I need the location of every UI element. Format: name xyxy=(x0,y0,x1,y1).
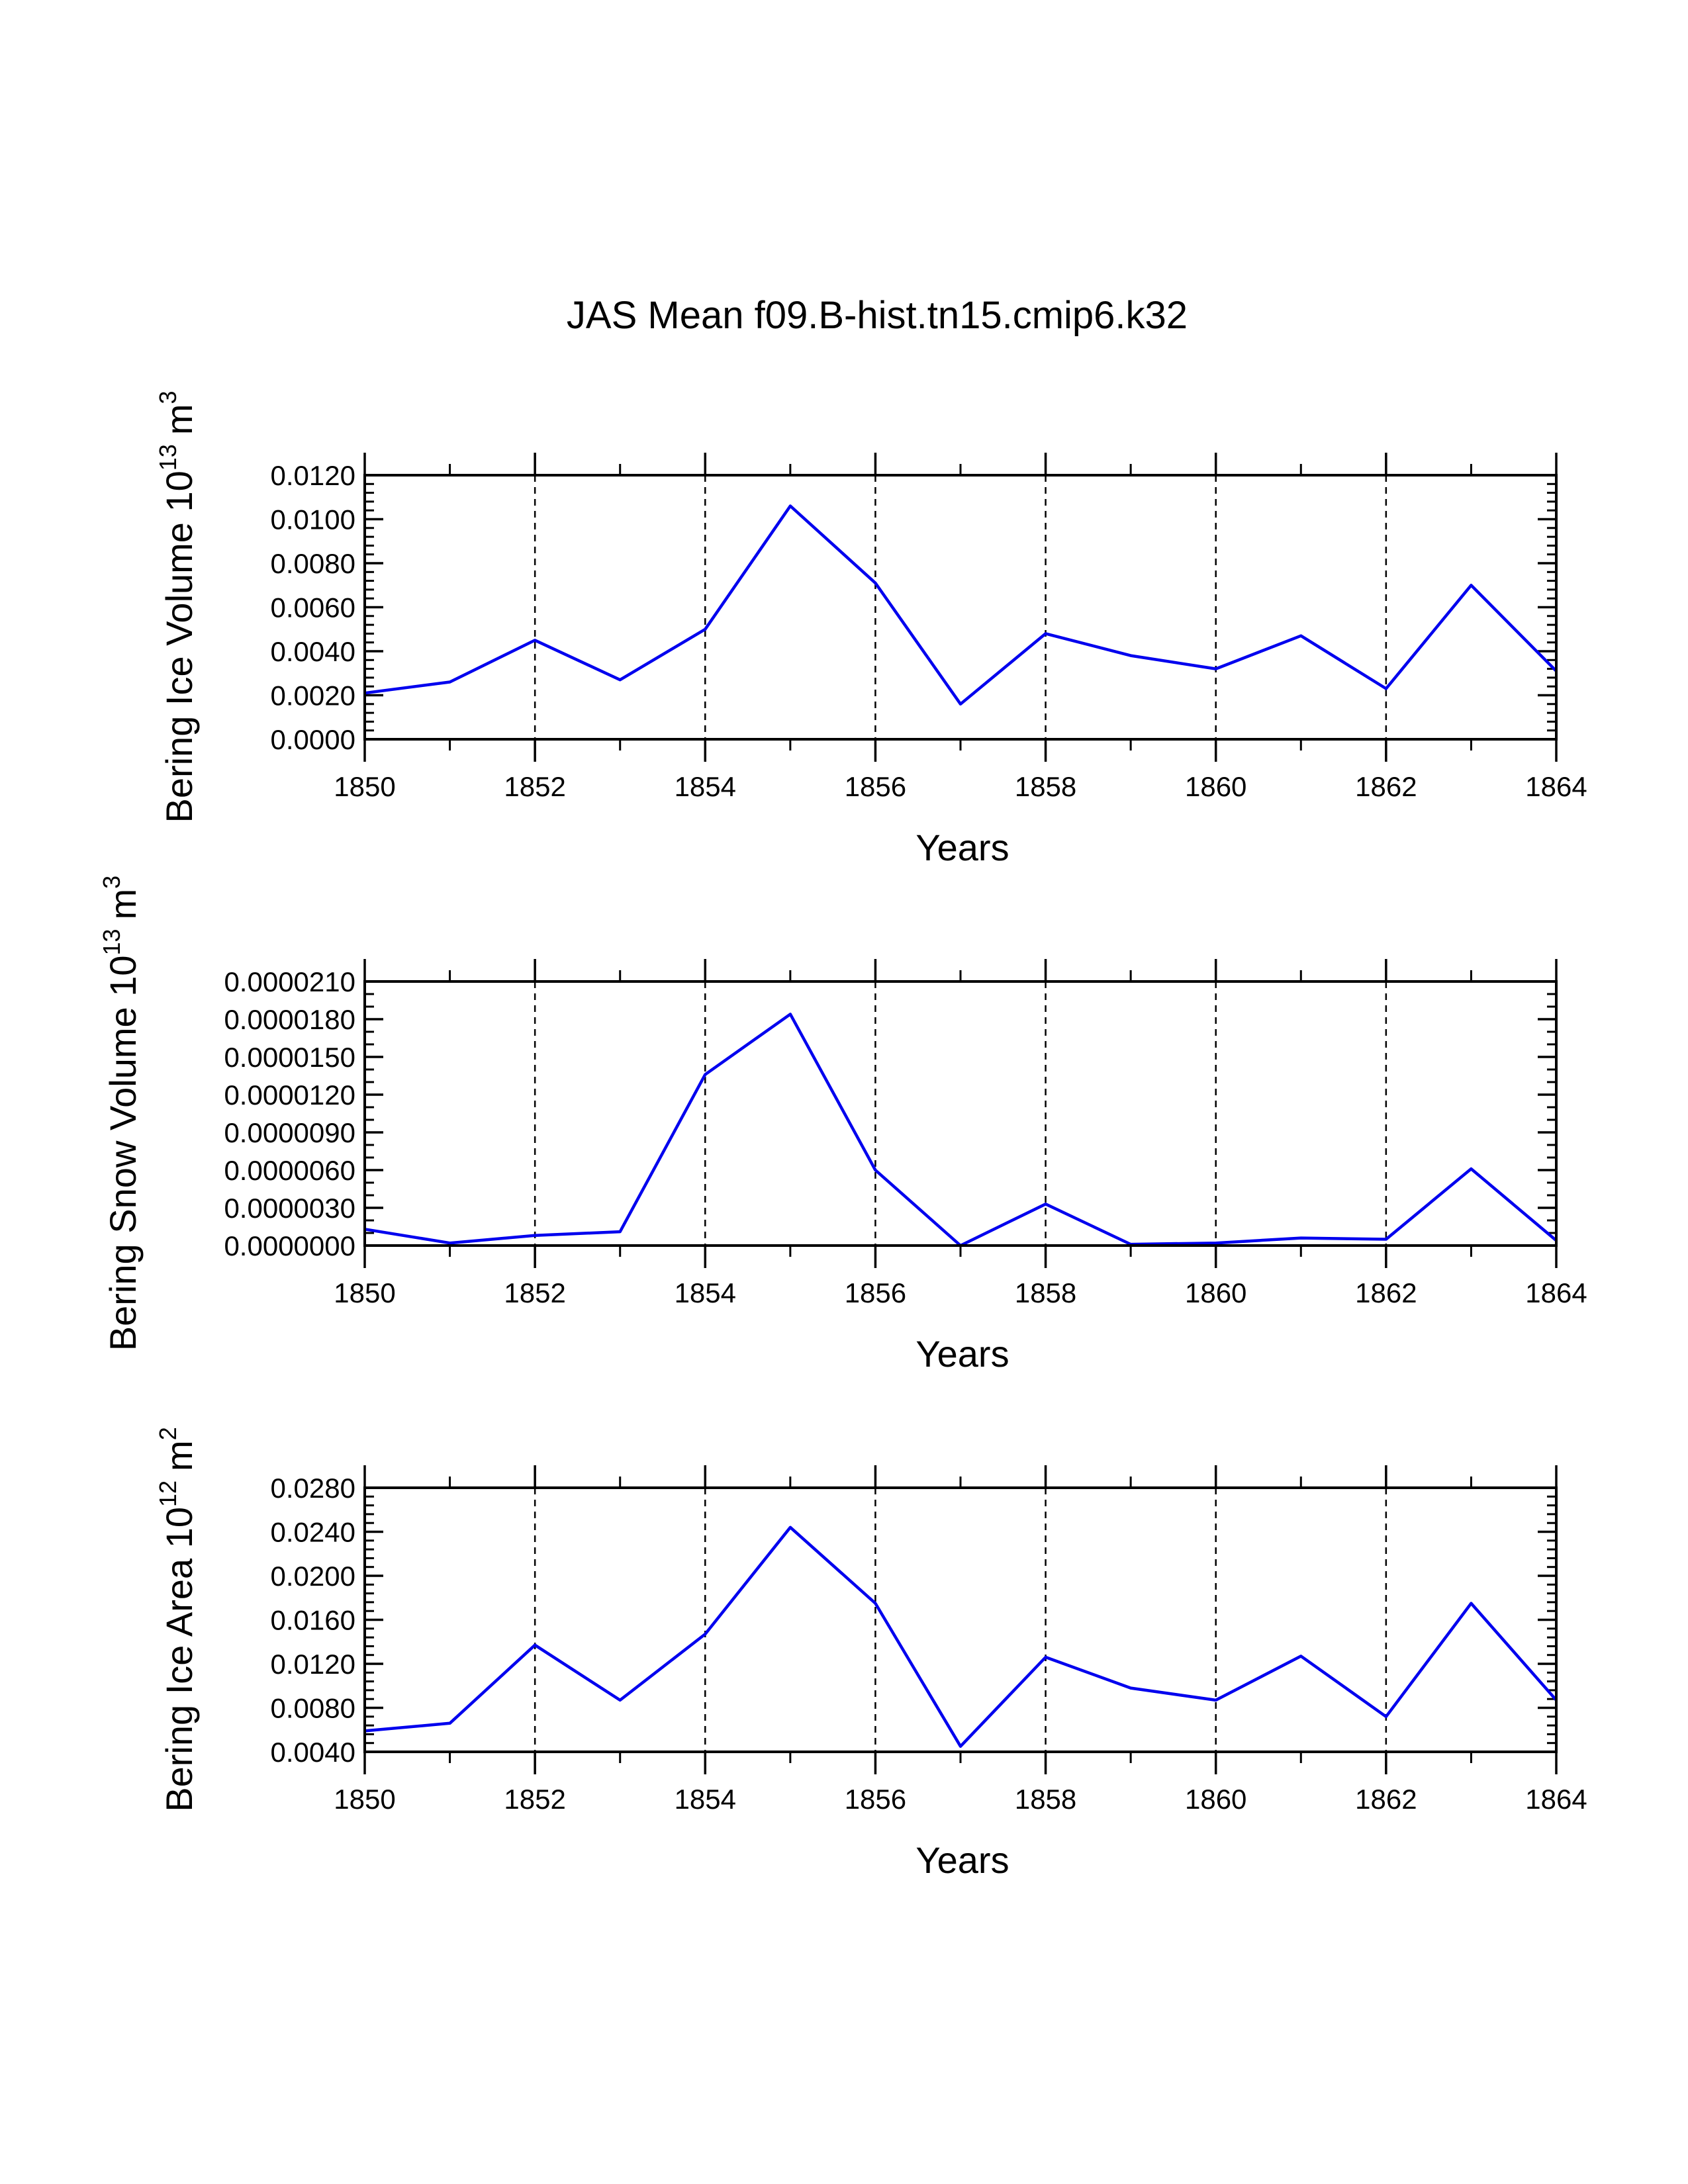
panel-2-ytick-label-0: 0.0000000 xyxy=(224,1230,355,1261)
panel-3-xtick-label-1858: 1858 xyxy=(1015,1784,1076,1815)
panel-1-xtick-label-1856: 1856 xyxy=(845,771,906,802)
panel-3-xtick-label-1856: 1856 xyxy=(845,1784,906,1815)
panel-2-ytick-label-7: 0.0000210 xyxy=(224,966,355,997)
panel-2-ytick-label-6: 0.0000180 xyxy=(224,1004,355,1035)
panel-1-ytick-label-0: 0.0000 xyxy=(271,724,355,755)
panel-1-xtick-label-1854: 1854 xyxy=(675,771,736,802)
panel-1-xtick-label-1860: 1860 xyxy=(1185,771,1246,802)
panel-2-xtick-label-1854: 1854 xyxy=(675,1277,736,1308)
panel-2-ytick-label-2: 0.0000060 xyxy=(224,1155,355,1186)
panel-3-ytick-label-6: 0.0280 xyxy=(271,1473,355,1504)
panel-1-ytick-label-6: 0.0120 xyxy=(271,460,355,491)
panel-3-xtick-label-1850: 1850 xyxy=(334,1784,395,1815)
panel-3-xtick-label-1860: 1860 xyxy=(1185,1784,1246,1815)
panel-3-ylabel-exp: 12 xyxy=(154,1480,181,1507)
panel-1-ylabel-text: Bering Ice Volume 10 xyxy=(158,471,200,823)
panel-2-ytick-label-4: 0.0000120 xyxy=(224,1079,355,1111)
panel-3-ytick-label-0: 0.0040 xyxy=(271,1737,355,1768)
panel-3-ylabel: Bering Ice Area 1012 m2 xyxy=(154,1427,200,1811)
panel-2-ylabel-unit: m xyxy=(102,889,144,920)
panel-snow-volume: 1850 1852 1854 1856 1858 1860 1862 1864 0.000000… xyxy=(98,876,1587,1375)
panel-1-ylabel-unit: m xyxy=(158,404,200,435)
panel-2-ylabel-exp: 13 xyxy=(98,929,125,955)
panel-3-xtick-label-1852: 1852 xyxy=(504,1784,565,1815)
panel-1-ytick-label-4: 0.0080 xyxy=(271,548,355,579)
panel-3-xtick-label-1864: 1864 xyxy=(1525,1784,1587,1815)
panel-1-xtick-label-1858: 1858 xyxy=(1015,771,1076,802)
panel-1-xtick-label-1852: 1852 xyxy=(504,771,565,802)
panel-2-xtick-label-1864: 1864 xyxy=(1525,1277,1587,1308)
panel-2-xtick-label-1850: 1850 xyxy=(334,1277,395,1308)
panel-3-ylabel-unit: m xyxy=(158,1440,200,1471)
panel-2-ylabel: Bering Snow Volume 1013 m3 xyxy=(98,876,144,1351)
panel-2-xtick-label-1856: 1856 xyxy=(845,1277,906,1308)
panel-3-xtick-label-1854: 1854 xyxy=(675,1784,736,1815)
panel-3-ylabel-unit-exp: 2 xyxy=(154,1427,181,1440)
panel-ice-area: 1850 1852 1854 1856 1858 1860 1862 1864 0.0040 0.… xyxy=(154,1427,1587,1881)
panel-3-ytick-label-4: 0.0200 xyxy=(271,1561,355,1592)
panel-2-xtick-label-1860: 1860 xyxy=(1185,1277,1246,1308)
panel-3-xlabel: Years xyxy=(915,1839,1009,1881)
panel-2-ytick-label-1: 0.0000030 xyxy=(224,1193,355,1224)
panel-2-ytick-label-3: 0.0000090 xyxy=(224,1117,355,1148)
panel-2-xtick-label-1858: 1858 xyxy=(1015,1277,1076,1308)
panel-3-ytick-label-5: 0.0240 xyxy=(271,1517,355,1548)
panel-1-xtick-label-1864: 1864 xyxy=(1525,771,1587,802)
panel-1-xtick-label-1850: 1850 xyxy=(334,771,395,802)
panel-2-ytick-label-5: 0.0000150 xyxy=(224,1042,355,1073)
panel-1-ylabel-unit-exp: 3 xyxy=(154,390,181,404)
panel-1-ytick-label-2: 0.0040 xyxy=(271,636,355,667)
panel-2-xlabel: Years xyxy=(915,1333,1009,1375)
panel-1-xtick-label-1862: 1862 xyxy=(1355,771,1417,802)
panel-1-ytick-label-3: 0.0060 xyxy=(271,592,355,623)
panel-1-ytick-label-5: 0.0100 xyxy=(271,504,355,535)
panel-3-xtick-label-1862: 1862 xyxy=(1355,1784,1417,1815)
panel-1-frame xyxy=(363,474,1558,741)
panel-2-ylabel-text: Bering Snow Volume 10 xyxy=(102,956,144,1351)
panel-1-xlabel: Years xyxy=(915,827,1009,868)
panel-1-ytick-label-1: 0.0020 xyxy=(271,680,355,711)
panel-3-ytick-label-3: 0.0160 xyxy=(271,1605,355,1636)
panel-2-xtick-label-1862: 1862 xyxy=(1355,1277,1417,1308)
panel-3-ytick-label-1: 0.0080 xyxy=(271,1693,355,1724)
panel-3-ytick-label-2: 0.0120 xyxy=(271,1649,355,1680)
figure-title: JAS Mean f09.B-hist.tn15.cmip6.k32 xyxy=(567,294,1188,337)
panel-2-ylabel-unit-exp: 3 xyxy=(98,876,125,889)
panel-3-ylabel-text: Bering Ice Area 10 xyxy=(158,1507,200,1812)
panel-2-frame xyxy=(363,980,1558,1247)
panel-1-ylabel: Bering Ice Volume 1013 m3 xyxy=(154,390,200,823)
panel-1-ylabel-exp: 13 xyxy=(154,444,181,471)
panel-3-frame xyxy=(363,1486,1558,1753)
panel-2-xtick-label-1852: 1852 xyxy=(504,1277,565,1308)
panel-ice-volume: 1850 1852 1854 1856 1858 1860 1862 1864 0.0000 0.… xyxy=(154,390,1587,868)
